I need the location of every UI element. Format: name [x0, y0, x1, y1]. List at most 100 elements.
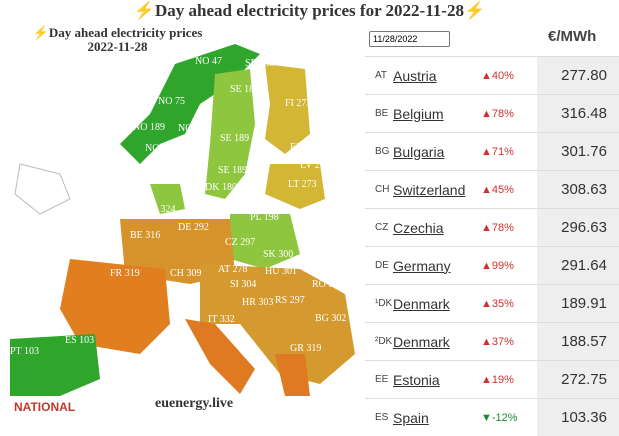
country-link[interactable]: Switzerland — [393, 182, 465, 198]
country-link[interactable]: Denmark — [393, 334, 450, 350]
map-label: BE 316 — [130, 230, 160, 241]
map-label: SE 189 — [218, 165, 247, 176]
cell-country: Denmark — [393, 285, 481, 323]
cell-code: BE — [365, 95, 393, 133]
greece — [275, 354, 310, 396]
map-label: CZ 297 — [225, 237, 255, 248]
cell-price: 296.63 — [537, 209, 619, 247]
map-label: DE 292 — [178, 222, 209, 233]
finland — [265, 64, 310, 154]
cell-code: ²DK — [365, 323, 393, 361]
cell-country: Czechia — [393, 209, 481, 247]
map-label: BG 302 — [315, 313, 346, 324]
country-link[interactable]: Belgium — [393, 106, 444, 122]
cell-code: CH — [365, 171, 393, 209]
country-link[interactable]: Estonia — [393, 372, 440, 388]
map-label: NO 47 — [195, 56, 222, 67]
map-label: LT 273 — [288, 179, 317, 190]
country-link[interactable]: Austria — [393, 68, 437, 84]
cell-code: ES — [365, 399, 393, 436]
cell-country: Estonia — [393, 361, 481, 399]
map-label: AT 278 — [218, 264, 248, 275]
cell-change: ▲40% — [481, 57, 537, 95]
cell-code: AT — [365, 57, 393, 95]
map-label: SI 304 — [230, 279, 256, 290]
cell-country: Denmark — [393, 323, 481, 361]
map-label: RO 302 — [312, 279, 343, 290]
cell-country: Belgium — [393, 95, 481, 133]
map-label: DK 190 — [158, 170, 190, 181]
cell-country: Germany — [393, 247, 481, 285]
cell-country: Austria — [393, 57, 481, 95]
map-label: NO 189 — [145, 143, 177, 154]
map-label: PT 103 — [10, 346, 39, 357]
cell-change: ▲35% — [481, 285, 537, 323]
map-label: LV 273 — [300, 160, 330, 171]
source: euenergy.live — [155, 396, 233, 412]
country-link[interactable]: Germany — [393, 258, 451, 274]
uk-outline — [15, 164, 70, 214]
cell-code: DE — [365, 247, 393, 285]
cell-change: ▲37% — [481, 323, 537, 361]
page: ⚡Day ahead electricity prices for 2022-1… — [0, 0, 619, 421]
cell-code: CZ — [365, 209, 393, 247]
map-label: SK 300 — [263, 249, 293, 260]
cell-price: 272.75 — [537, 361, 619, 399]
map-label: SE 188 — [230, 84, 259, 95]
map-label: CH 309 — [170, 268, 201, 279]
map-label: RS 297 — [275, 295, 305, 306]
cell-code: BG — [365, 133, 393, 171]
cell-change: ▲78% — [481, 209, 537, 247]
page-title: ⚡Day ahead electricity prices for 2022-1… — [0, 0, 619, 22]
map-label: FI 273 — [285, 98, 311, 109]
cell-price: 308.63 — [537, 171, 619, 209]
map-label: HU 301 — [265, 266, 297, 277]
map-label: DK 180 — [205, 182, 237, 193]
map-label: HR 303 — [242, 297, 273, 308]
cell-country: Spain — [393, 399, 481, 436]
cell-change: ▲45% — [481, 171, 537, 209]
country-link[interactable]: Denmark — [393, 296, 450, 312]
map-label: EE 273 — [290, 142, 320, 153]
map-label: IT 332 — [208, 314, 235, 325]
map-title-text: Day ahead electricity prices — [49, 25, 202, 40]
map-label: SE 188 — [245, 58, 274, 69]
cell-price: 103.36 — [537, 399, 619, 436]
cell-change: ▲71% — [481, 133, 537, 171]
country-link[interactable]: Bulgaria — [393, 144, 444, 160]
cell-country: Switzerland — [393, 171, 481, 209]
cell-country: Bulgaria — [393, 133, 481, 171]
map-label: NO 189 — [133, 122, 165, 133]
cell-change: ▲99% — [481, 247, 537, 285]
map-label: NO 189 — [178, 123, 210, 134]
title-text: Day ahead electricity prices for 2022-11… — [155, 1, 464, 20]
unit-header: €/MWh — [548, 28, 596, 45]
country-link[interactable]: Spain — [393, 410, 429, 426]
cell-price: 301.76 — [537, 133, 619, 171]
cell-code: EE — [365, 361, 393, 399]
cell-price: 316.48 — [537, 95, 619, 133]
country-link[interactable]: Czechia — [393, 220, 444, 236]
map-label: PL 198 — [250, 212, 279, 223]
map-label: ES 103 — [65, 335, 94, 346]
map-label: NL 324 — [145, 204, 175, 215]
map-label: FR 319 — [110, 268, 140, 279]
map-label: NO 75 — [158, 96, 185, 107]
cell-price: 277.80 — [537, 57, 619, 95]
cell-change: ▼-12% — [481, 399, 537, 436]
map-date: 2022-11-28 — [88, 39, 148, 54]
date-input[interactable]: 11/28/2022 — [369, 31, 450, 47]
cell-price: 188.57 — [537, 323, 619, 361]
map-label: GR 319 — [290, 343, 321, 354]
